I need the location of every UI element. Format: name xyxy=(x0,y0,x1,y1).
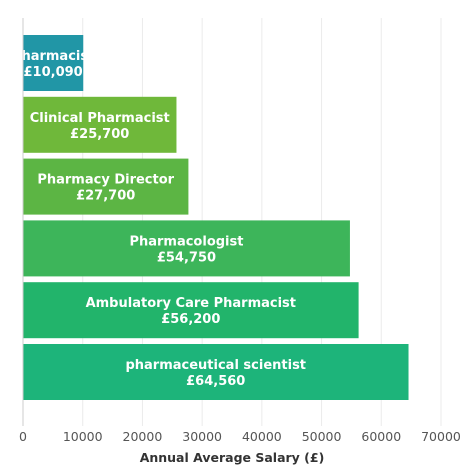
x-tick-label: 10000 xyxy=(63,429,103,444)
bar-category-label: Ambulatory Care Pharmacist xyxy=(86,296,296,311)
bars: Pharmacist£10,090 Clinical Pharmacist£25,… xyxy=(12,35,409,400)
bar-category-label: pharmaceutical scientist xyxy=(125,358,306,373)
bar-category-label: Pharmacologist xyxy=(129,234,243,249)
bar xyxy=(23,35,84,91)
bar-category-label: Pharmacist xyxy=(12,49,94,64)
bar-category-label: Pharmacy Director xyxy=(37,173,174,188)
bar-value-label: £64,560 xyxy=(186,374,245,389)
bar-value-label: £10,090 xyxy=(24,65,83,80)
x-tick-label: 40000 xyxy=(242,429,282,444)
x-tick-label: 70000 xyxy=(421,429,461,444)
x-tick-label: 20000 xyxy=(123,429,163,444)
x-tick-label: 50000 xyxy=(302,429,342,444)
bar-value-label: £54,750 xyxy=(157,250,216,265)
bar xyxy=(23,158,189,215)
x-tick-label: 30000 xyxy=(182,429,222,444)
bar-value-label: £25,700 xyxy=(70,127,129,142)
x-tick-label: 60000 xyxy=(361,429,401,444)
bar xyxy=(23,344,409,400)
bar xyxy=(23,282,359,339)
bar-value-label: £27,700 xyxy=(76,189,135,204)
bar xyxy=(23,96,177,153)
bar xyxy=(23,220,350,277)
x-axis-title: Annual Average Salary (£) xyxy=(140,450,325,465)
x-axis-ticks: 0 10000 20000 30000 40000 50000 60000 70000 xyxy=(19,429,461,444)
bar-category-label: Clinical Pharmacist xyxy=(30,111,170,126)
bar-value-label: £56,200 xyxy=(161,312,220,327)
x-tick-label: 0 xyxy=(19,429,27,444)
